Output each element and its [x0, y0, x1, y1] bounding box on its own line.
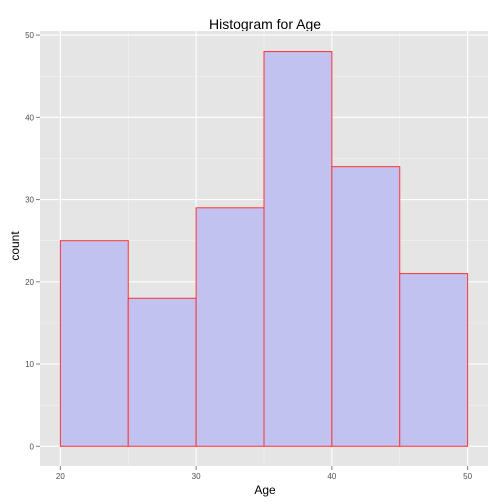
y-tick-label: 0 — [30, 442, 35, 451]
y-axis-title: count — [8, 231, 22, 261]
histogram-bars — [59, 51, 469, 447]
x-axis: 20 30 40 50 — [56, 466, 473, 481]
y-tick-label: 40 — [25, 113, 34, 122]
x-axis-title: Age — [254, 483, 276, 497]
x-tick-label: 40 — [327, 472, 336, 481]
y-tick-label: 10 — [25, 360, 34, 369]
histogram-bar — [399, 273, 469, 447]
histogram-bar — [59, 240, 129, 447]
histogram-bar — [127, 297, 197, 447]
y-tick-label: 20 — [25, 278, 34, 287]
chart-title: Histogram for Age — [209, 16, 321, 32]
x-tick-label: 20 — [56, 472, 65, 481]
histogram-bar — [263, 51, 333, 447]
y-axis: 0 10 20 30 40 50 — [25, 31, 40, 451]
x-tick-label: 30 — [192, 472, 201, 481]
y-tick-label: 30 — [25, 196, 34, 205]
histogram-bar — [195, 207, 265, 447]
x-tick-label: 50 — [463, 472, 472, 481]
histogram-bar — [331, 166, 401, 447]
y-tick-label: 50 — [25, 31, 34, 40]
